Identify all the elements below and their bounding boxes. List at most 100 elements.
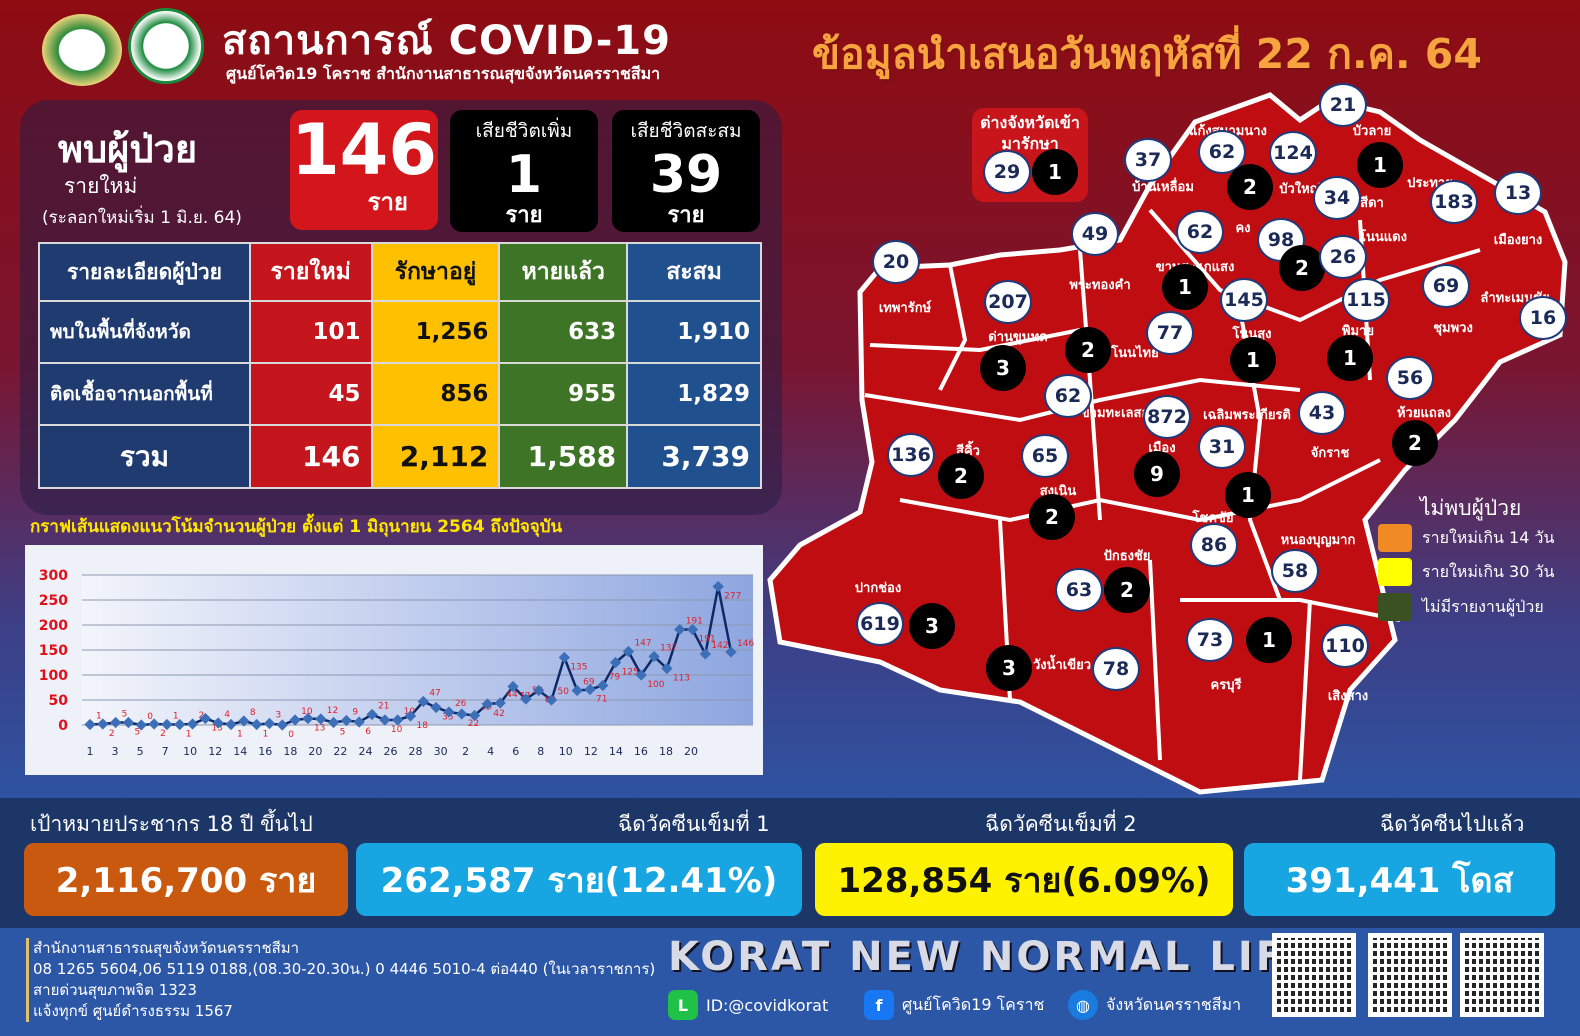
- district-cases: 207: [984, 280, 1032, 324]
- district-cases: 110: [1321, 624, 1369, 668]
- data-label: 1: [186, 730, 192, 740]
- line-icon: L: [668, 990, 698, 1020]
- district-label: โนนแดง: [1359, 230, 1407, 245]
- district-deaths: 2: [1227, 164, 1273, 210]
- data-label: 71: [596, 695, 607, 705]
- data-point: [340, 714, 353, 727]
- out-of-province-deaths: 1: [1032, 149, 1078, 195]
- data-label: 5: [134, 728, 140, 738]
- legend-item: รายใหม่เกิน 14 วัน: [1378, 524, 1554, 552]
- data-point: [289, 714, 301, 726]
- cell-recovered: 955: [498, 362, 629, 426]
- data-point: [238, 715, 250, 727]
- data-label: 3: [275, 711, 281, 721]
- data-point: [430, 701, 442, 714]
- data-label: 1: [263, 730, 269, 740]
- qr-code[interactable]: [1272, 933, 1356, 1017]
- x-tick-label: 14: [233, 745, 247, 758]
- cell-new: 146: [248, 424, 373, 489]
- data-label: 100: [647, 680, 664, 690]
- header-detail: รายละเอียดผู้ป่วย: [38, 242, 251, 302]
- data-point: [315, 713, 327, 725]
- data-point: [571, 684, 583, 697]
- district-cases: 86: [1190, 523, 1238, 567]
- line-id[interactable]: ID:@covidkorat: [706, 995, 829, 1015]
- total-deaths-box: เสียชีวิตสะสม 39 ราย: [612, 110, 760, 232]
- data-label: 0: [147, 712, 153, 722]
- data-label: 13: [211, 724, 222, 734]
- qr-code[interactable]: [1460, 933, 1544, 1017]
- x-tick-label: 22: [333, 745, 347, 758]
- new-deaths-value: 1: [505, 145, 543, 205]
- district-cases: 31: [1198, 425, 1246, 469]
- data-point: [263, 717, 276, 730]
- district-label: ห้วยแถลง: [1396, 406, 1452, 421]
- data-label: 2: [199, 711, 205, 721]
- slogan: KORAT NEW NORMAL LIFE: [668, 934, 1317, 980]
- data-label: 22: [468, 719, 479, 729]
- district-label: บัวลาย: [1352, 124, 1392, 139]
- x-tick-label: 1: [87, 745, 94, 758]
- district-label: เทพารักษ์: [878, 301, 932, 316]
- district-cases: 56: [1386, 356, 1434, 400]
- district-cases: 49: [1071, 212, 1119, 256]
- qr-code[interactable]: [1368, 933, 1452, 1017]
- data-label: 10: [301, 707, 313, 717]
- data-label: 69: [583, 678, 595, 688]
- facebook-name[interactable]: ศูนย์โควิด19 โคราช: [902, 994, 1045, 1014]
- district-cases: 619: [856, 602, 904, 646]
- data-point: [302, 712, 314, 725]
- website-name[interactable]: จังหวัดนครราชสีมา: [1106, 994, 1242, 1014]
- globe-icon: ◍: [1068, 990, 1098, 1020]
- total-doses-value: 391,441 โดส: [1244, 843, 1555, 916]
- data-point: [392, 714, 404, 726]
- row-label: ติดเชื้อจากนอกพื้นที่: [38, 362, 251, 426]
- data-label: 2: [160, 729, 166, 739]
- legend-swatch-orange: [1378, 524, 1412, 552]
- cell-new: 101: [248, 300, 373, 364]
- y-tick-label: 50: [49, 693, 69, 709]
- data-label: 8: [250, 708, 256, 718]
- y-tick-label: 200: [39, 618, 68, 634]
- facebook-contact[interactable]: f ศูนย์โควิด19 โคราช: [864, 990, 1044, 1020]
- district-label: โนนไทย: [1111, 346, 1159, 361]
- district-cases: 115: [1342, 278, 1390, 322]
- data-label: 5: [340, 728, 346, 738]
- data-label: 18: [417, 721, 429, 731]
- header-treating: รักษาอยู่: [370, 242, 501, 302]
- x-tick-label: 4: [487, 745, 494, 758]
- district-label: โชคชัย: [1192, 511, 1234, 526]
- data-label: 44: [506, 690, 518, 700]
- x-tick-label: 20: [684, 745, 698, 758]
- district-deaths: 1: [1225, 472, 1271, 518]
- district-cases: 872: [1143, 395, 1191, 439]
- legend-label: รายใหม่เกิน 30 วัน: [1422, 561, 1555, 581]
- district-cases: 145: [1220, 278, 1268, 322]
- district-deaths: 1: [1357, 142, 1403, 188]
- x-tick-label: 10: [183, 745, 197, 758]
- x-tick-label: 10: [559, 745, 573, 758]
- x-tick-label: 12: [584, 745, 598, 758]
- y-tick-label: 150: [39, 643, 68, 659]
- district-cases: 37: [1124, 138, 1172, 182]
- footer-complaint: แจ้งทุกข์ ศูนย์ดำรงธรรม 1567: [33, 1002, 233, 1020]
- data-point: [404, 710, 417, 722]
- district-label: จักราช: [1310, 446, 1350, 461]
- total-deaths-label: เสียชีวิตสะสม: [630, 120, 742, 142]
- legend-label: รายใหม่เกิน 14 วัน: [1422, 527, 1555, 547]
- footer-office: สำนักงานสาธารณสุขจังหวัดนครราชสีมา: [33, 939, 300, 957]
- data-point: [494, 697, 506, 709]
- cell-treating: 2,112: [370, 424, 501, 489]
- data-label: 1: [173, 712, 179, 722]
- line-contact[interactable]: L ID:@covidkorat: [668, 990, 828, 1020]
- cell-new: 45: [248, 362, 373, 426]
- district-label: วังน้ำเขียว: [1032, 658, 1092, 673]
- website-contact[interactable]: ◍ จังหวัดนครราชสีมา: [1068, 990, 1241, 1020]
- data-label: 12: [327, 706, 338, 716]
- district-label: เมืองยาง: [1493, 233, 1543, 248]
- data-label: 50: [558, 687, 570, 697]
- district-label: ปากช่อง: [854, 581, 902, 596]
- found-note: (ระลอกใหม่เริ่ม 1 มิ.ย. 64): [42, 208, 242, 228]
- district-deaths: 3: [986, 645, 1032, 691]
